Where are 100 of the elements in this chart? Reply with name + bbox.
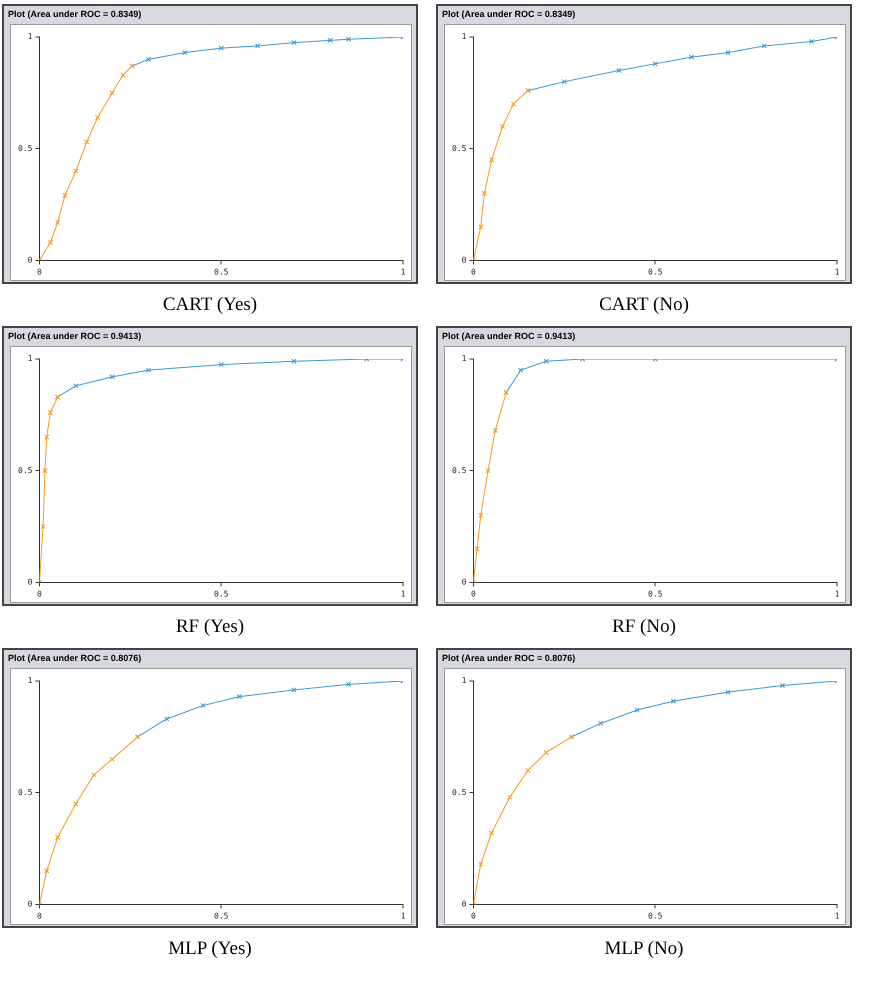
x-tick-label: 1 xyxy=(400,589,406,598)
point xyxy=(482,190,487,196)
x-tick-label: 0 xyxy=(37,267,42,276)
y-tick-label: 0 xyxy=(462,899,467,908)
point xyxy=(510,101,516,107)
y-tick-label: 1 xyxy=(462,354,467,364)
point xyxy=(780,682,786,688)
point xyxy=(485,468,491,474)
chart-title: Plot (Area under ROC = 0.9413) xyxy=(441,330,576,343)
point xyxy=(218,362,224,368)
point xyxy=(478,862,484,867)
point xyxy=(291,687,297,693)
point xyxy=(55,834,60,840)
point xyxy=(73,383,78,388)
point xyxy=(725,690,731,695)
x-tick-label: 0 xyxy=(37,589,42,598)
point xyxy=(55,220,60,226)
point xyxy=(62,192,68,198)
x-tick-label: 0 xyxy=(471,589,476,598)
x-tick-label: 0.5 xyxy=(214,911,229,920)
point xyxy=(42,468,48,474)
point xyxy=(91,772,97,778)
text: RF (No) xyxy=(611,616,677,638)
point xyxy=(291,40,297,46)
x-tick-label: 0 xyxy=(471,267,476,276)
point xyxy=(48,240,53,246)
point xyxy=(544,750,549,756)
point xyxy=(328,38,333,43)
point xyxy=(40,524,46,530)
y-tick-label: 0 xyxy=(28,899,33,908)
x-tick-label: 1 xyxy=(834,911,840,920)
x-tick-label: 1 xyxy=(400,911,406,920)
chart-title: Plot (Area under ROC = 0.8349) xyxy=(441,8,576,21)
point xyxy=(489,830,494,836)
point xyxy=(762,43,767,49)
point xyxy=(346,682,352,687)
point xyxy=(291,359,297,364)
point xyxy=(725,50,731,56)
point xyxy=(200,702,206,708)
y-tick-label: 0 xyxy=(28,255,33,264)
y-tick-label: 1 xyxy=(462,676,467,686)
point xyxy=(616,68,622,74)
point xyxy=(492,428,498,434)
point xyxy=(110,374,115,380)
point xyxy=(478,512,484,518)
text: MLP (No) xyxy=(604,938,684,960)
y-tick-label: 1 xyxy=(28,676,33,686)
point xyxy=(489,157,494,162)
point xyxy=(525,768,531,773)
text: CART (No) xyxy=(598,294,690,316)
point xyxy=(110,756,115,762)
y-tick-label: 0.5 xyxy=(18,144,33,153)
y-tick-label: 0.5 xyxy=(18,788,33,797)
point xyxy=(688,54,694,60)
text: RF (Yes) xyxy=(174,616,246,638)
point xyxy=(500,124,506,129)
text: CART (Yes) xyxy=(162,294,258,316)
y-tick-label: 0.5 xyxy=(452,144,467,153)
x-tick-label: 0.5 xyxy=(648,911,663,920)
point xyxy=(236,694,242,700)
x-tick-label: 1 xyxy=(834,267,840,276)
y-tick-label: 0.5 xyxy=(452,788,467,797)
y-tick-label: 1 xyxy=(462,32,467,42)
chart-title: Plot (Area under ROC = 0.8076) xyxy=(441,652,576,665)
chart-title: Plot (Area under ROC = 0.9413) xyxy=(7,330,142,343)
x-tick-label: 0.5 xyxy=(648,267,663,276)
x-tick-label: 0 xyxy=(471,911,476,920)
point xyxy=(110,90,115,96)
point xyxy=(182,50,188,56)
point xyxy=(346,37,352,42)
y-tick-label: 0.5 xyxy=(18,466,33,475)
point xyxy=(507,794,512,800)
x-tick-label: 0.5 xyxy=(214,589,229,598)
y-tick-label: 0 xyxy=(462,577,467,586)
chart-title: Plot (Area under ROC = 0.8349) xyxy=(7,8,142,21)
point xyxy=(478,224,484,230)
point xyxy=(808,38,814,44)
point xyxy=(474,546,480,552)
point xyxy=(544,359,549,364)
point xyxy=(84,139,90,145)
point xyxy=(652,61,658,66)
point xyxy=(73,168,78,174)
point xyxy=(48,410,53,416)
point xyxy=(44,868,50,874)
point xyxy=(670,698,676,704)
point xyxy=(94,114,100,120)
point xyxy=(562,79,567,84)
y-tick-label: 0 xyxy=(462,255,467,264)
point xyxy=(73,801,78,806)
x-tick-label: 1 xyxy=(834,589,840,598)
x-tick-label: 0.5 xyxy=(648,589,663,598)
x-tick-label: 0.5 xyxy=(214,267,229,276)
x-tick-label: 1 xyxy=(400,267,406,276)
y-tick-label: 0 xyxy=(28,577,33,586)
point xyxy=(44,434,50,440)
chart-title: Plot (Area under ROC = 0.8076) xyxy=(7,652,142,665)
point xyxy=(120,72,126,78)
y-tick-label: 1 xyxy=(28,354,33,364)
point xyxy=(146,56,152,62)
point xyxy=(146,368,152,373)
